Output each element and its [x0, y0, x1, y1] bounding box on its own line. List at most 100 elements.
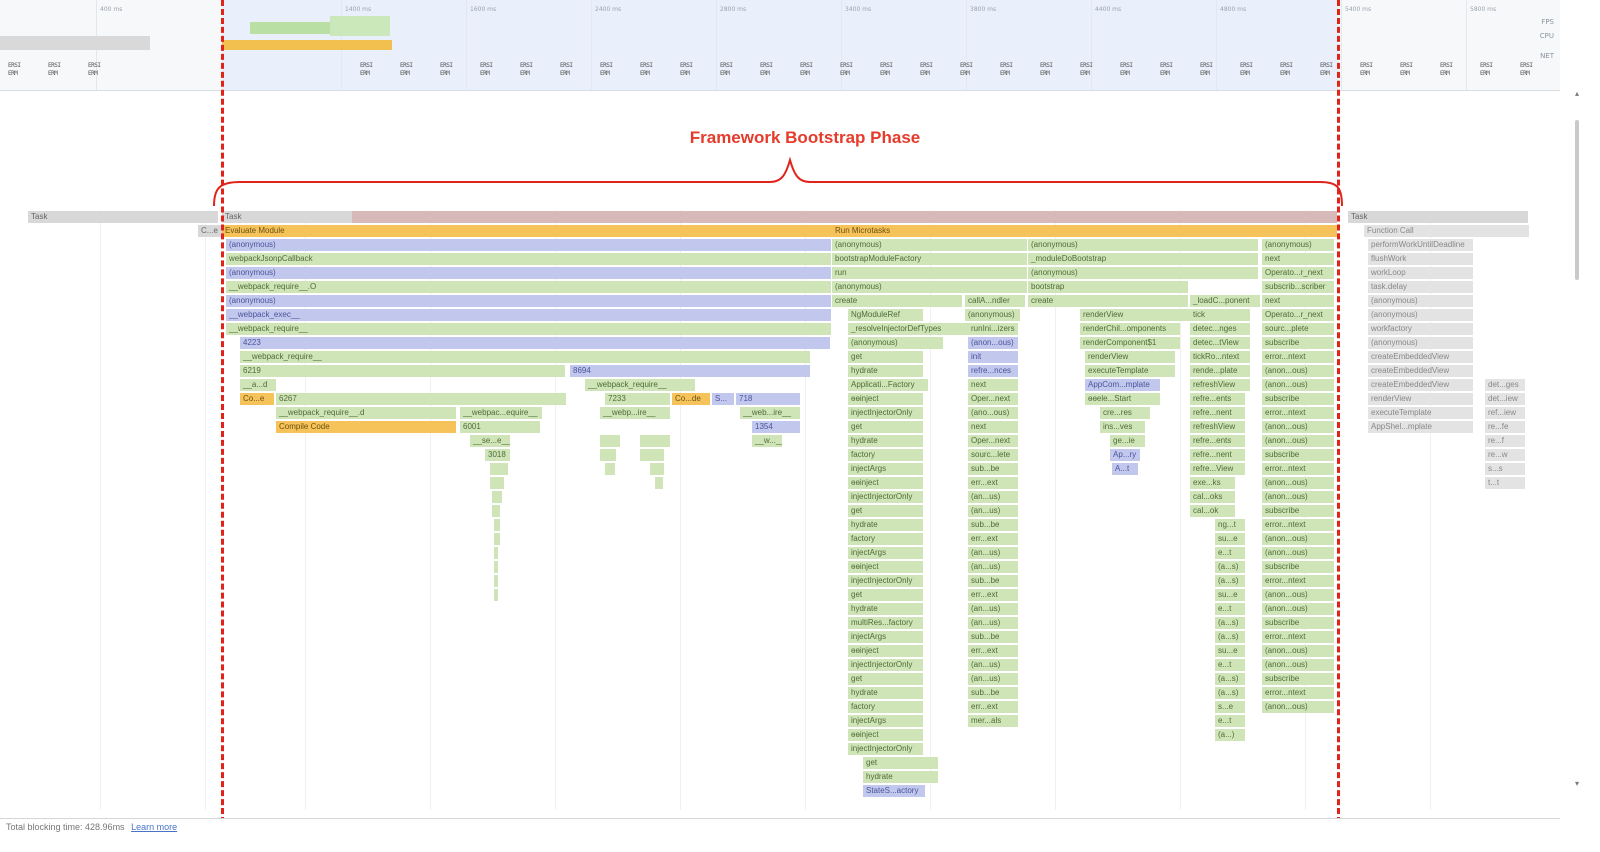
flame-entry[interactable]	[650, 463, 664, 475]
flame-entry[interactable]: Evaluate Module	[222, 225, 832, 237]
flame-entry[interactable]: det...ges	[1485, 379, 1525, 391]
flame-entry[interactable]: cre...res	[1100, 407, 1150, 419]
flame-entry[interactable]: next	[1262, 295, 1334, 307]
flame-entry[interactable]: (an...us)	[968, 561, 1018, 573]
flame-entry[interactable]: error...ntext	[1262, 463, 1334, 475]
flame-entry[interactable]: subscribe	[1262, 505, 1334, 517]
flame-entry[interactable]: sub...be	[968, 463, 1018, 475]
flame-entry[interactable]: Task	[1348, 211, 1528, 223]
screenshot-thumbnail[interactable]: ERSI ERM	[600, 62, 613, 77]
flame-entry[interactable]: subscribe	[1262, 673, 1334, 685]
flame-entry[interactable]: refre...nces	[968, 365, 1018, 377]
flame-entry[interactable]: S...	[712, 393, 734, 405]
flame-entry[interactable]: 4223	[240, 337, 830, 349]
flame-entry[interactable]: (anonymous)	[848, 337, 943, 349]
flame-entry[interactable]: bootstrap	[1028, 281, 1188, 293]
flame-entry[interactable]: re...w	[1485, 449, 1525, 461]
screenshot-thumbnail[interactable]: ERSI ERM	[440, 62, 453, 77]
screenshot-thumbnail[interactable]: ERSI ERM	[1240, 62, 1253, 77]
flame-entry[interactable]	[494, 575, 498, 587]
flame-entry[interactable]: __a...d	[240, 379, 276, 391]
flame-entry[interactable]: (an...us)	[968, 617, 1018, 629]
flame-entry[interactable]: (anon...ous)	[968, 337, 1018, 349]
scrollbar-thumb[interactable]	[1575, 120, 1579, 280]
flame-entry[interactable]: _loadC...ponent	[1190, 295, 1260, 307]
flame-entry[interactable]: det...iew	[1485, 393, 1525, 405]
flame-entry[interactable]: (anon...ous)	[1262, 701, 1334, 713]
flame-entry[interactable]: (anonymous)	[832, 239, 1027, 251]
screenshot-thumbnail[interactable]: ERSI ERM	[1320, 62, 1333, 77]
flame-entry[interactable]: 3018	[485, 449, 510, 461]
flame-entry[interactable]: callA...ndler	[965, 295, 1025, 307]
flame-entry[interactable]: __webpack_require__	[226, 323, 831, 335]
flame-entry[interactable]: (anonymous)	[226, 295, 831, 307]
flame-entry[interactable]: err...ext	[968, 477, 1018, 489]
flame-entry[interactable]: refreshView	[1190, 379, 1250, 391]
flame-entry[interactable]: (an...us)	[968, 659, 1018, 671]
flame-entry[interactable]: t...t	[1485, 477, 1525, 489]
flame-entry[interactable]: Applicati...Factory	[848, 379, 928, 391]
flame-entry[interactable]: sourc...plete	[1262, 323, 1334, 335]
flame-entry[interactable]: renderView	[1080, 309, 1190, 321]
flame-entry[interactable]	[494, 561, 498, 573]
flame-entry[interactable]: sub...be	[968, 687, 1018, 699]
flame-entry[interactable]: create	[832, 295, 962, 307]
screenshot-thumbnail[interactable]: ERSI ERM	[920, 62, 933, 77]
flame-entry[interactable]: StateS...actory	[863, 785, 925, 797]
flame-entry[interactable]: mer...als	[968, 715, 1018, 727]
flame-entry[interactable]: createEmbeddedView	[1368, 351, 1473, 363]
flame-entry[interactable]: subscribe	[1262, 617, 1334, 629]
flame-entry[interactable]: renderComponent$1	[1080, 337, 1180, 349]
flame-entry[interactable]: createEmbeddedView	[1368, 365, 1473, 377]
flame-entry[interactable]	[352, 211, 1337, 223]
flame-entry[interactable]: AppCom...mplate	[1085, 379, 1160, 391]
flame-entry[interactable]: (a...s)	[1215, 673, 1245, 685]
flame-entry[interactable]: task.delay	[1368, 281, 1473, 293]
flame-entry[interactable]	[640, 435, 670, 447]
flame-entry[interactable]: error...ntext	[1262, 575, 1334, 587]
flame-entry[interactable]: ng...t	[1215, 519, 1245, 531]
flame-entry[interactable]: __webpack_require__.d	[276, 407, 456, 419]
flame-entry[interactable]: error...ntext	[1262, 631, 1334, 643]
flame-entry[interactable]: injectInjectorOnly	[848, 743, 923, 755]
flame-entry[interactable]: err...ext	[968, 589, 1018, 601]
flame-entry[interactable]: su...e	[1215, 645, 1245, 657]
flame-entry[interactable]: subscrib...scriber	[1262, 281, 1334, 293]
flame-entry[interactable]: Oper...next	[968, 435, 1018, 447]
flame-entry[interactable]: (anon...ous)	[1262, 547, 1334, 559]
flame-entry[interactable]: injectArgs	[848, 547, 923, 559]
screenshot-thumbnail[interactable]: ERSI ERM	[1000, 62, 1013, 77]
flame-entry[interactable]: (anon...ous)	[1262, 533, 1334, 545]
flame-entry[interactable]: (anon...ous)	[1262, 589, 1334, 601]
flame-entry[interactable]: refreshView	[1190, 421, 1245, 433]
flame-entry[interactable]: Oper...next	[968, 393, 1018, 405]
flame-entry[interactable]: 7233	[605, 393, 670, 405]
flame-entry[interactable]: __webpack_exec__	[226, 309, 831, 321]
screenshot-thumbnail[interactable]: ERSI ERM	[1120, 62, 1133, 77]
screenshot-thumbnail[interactable]: ERSI ERM	[880, 62, 893, 77]
flame-entry[interactable]: ɵɵinject	[848, 729, 923, 741]
flame-entry[interactable]	[600, 435, 620, 447]
flame-entry[interactable]: AppShel...mplate	[1368, 421, 1473, 433]
flame-entry[interactable]: ɵɵinject	[848, 477, 923, 489]
flame-entry[interactable]: re...fe	[1485, 421, 1525, 433]
flame-entry[interactable]	[494, 533, 500, 545]
flame-entry[interactable]: err...ext	[968, 645, 1018, 657]
flame-entry[interactable]: rende...plate	[1190, 365, 1250, 377]
flame-entry[interactable]: (anonymous)	[1368, 309, 1473, 321]
screenshot-thumbnail[interactable]: ERSI ERM	[720, 62, 733, 77]
flame-entry[interactable]: (anon...ous)	[1262, 435, 1334, 447]
screenshot-thumbnail[interactable]: ERSI ERM	[8, 62, 21, 77]
screenshot-thumbnail[interactable]: ERSI ERM	[88, 62, 101, 77]
flame-entry[interactable]: e...t	[1215, 547, 1245, 559]
scroll-down-icon[interactable]: ▾	[1574, 779, 1579, 788]
flame-entry[interactable]: next	[1262, 253, 1334, 265]
flame-entry[interactable]	[600, 449, 616, 461]
flame-entry[interactable]: e...t	[1215, 715, 1245, 727]
screenshot-thumbnail[interactable]: ERSI ERM	[680, 62, 693, 77]
flame-entry[interactable]	[494, 547, 498, 559]
flame-entry[interactable]: _moduleDoBootstrap	[1028, 253, 1258, 265]
flame-entry[interactable]: 718	[736, 393, 800, 405]
flame-entry[interactable]: __w...__	[752, 435, 782, 447]
flame-entry[interactable]: refre...nent	[1190, 407, 1245, 419]
